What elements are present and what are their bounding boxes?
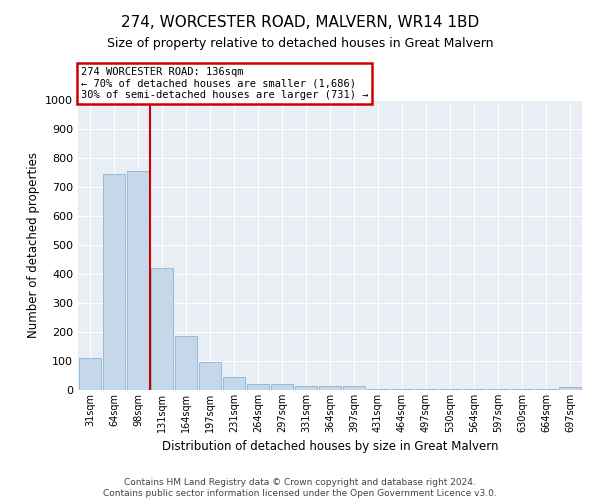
- Bar: [319, 386, 341, 390]
- Text: 274 WORCESTER ROAD: 136sqm
← 70% of detached houses are smaller (1,686)
30% of s: 274 WORCESTER ROAD: 136sqm ← 70% of deta…: [80, 67, 368, 100]
- Text: 274, WORCESTER ROAD, MALVERN, WR14 1BD: 274, WORCESTER ROAD, MALVERN, WR14 1BD: [121, 15, 479, 30]
- Bar: [271, 384, 293, 390]
- Bar: [415, 388, 437, 390]
- Bar: [559, 387, 581, 390]
- Bar: [367, 388, 389, 390]
- Bar: [199, 362, 221, 390]
- Text: Size of property relative to detached houses in Great Malvern: Size of property relative to detached ho…: [107, 38, 493, 51]
- Bar: [439, 388, 461, 390]
- Bar: [175, 336, 197, 390]
- Bar: [511, 388, 533, 390]
- Bar: [487, 388, 509, 390]
- Bar: [247, 384, 269, 390]
- Bar: [151, 268, 173, 390]
- Text: Contains HM Land Registry data © Crown copyright and database right 2024.
Contai: Contains HM Land Registry data © Crown c…: [103, 478, 497, 498]
- Bar: [103, 174, 125, 390]
- Bar: [391, 388, 413, 390]
- Bar: [223, 377, 245, 390]
- X-axis label: Distribution of detached houses by size in Great Malvern: Distribution of detached houses by size …: [162, 440, 498, 454]
- Y-axis label: Number of detached properties: Number of detached properties: [26, 152, 40, 338]
- Bar: [127, 171, 149, 390]
- Bar: [343, 386, 365, 390]
- Bar: [463, 388, 485, 390]
- Bar: [535, 388, 557, 390]
- Bar: [79, 358, 101, 390]
- Bar: [295, 386, 317, 390]
